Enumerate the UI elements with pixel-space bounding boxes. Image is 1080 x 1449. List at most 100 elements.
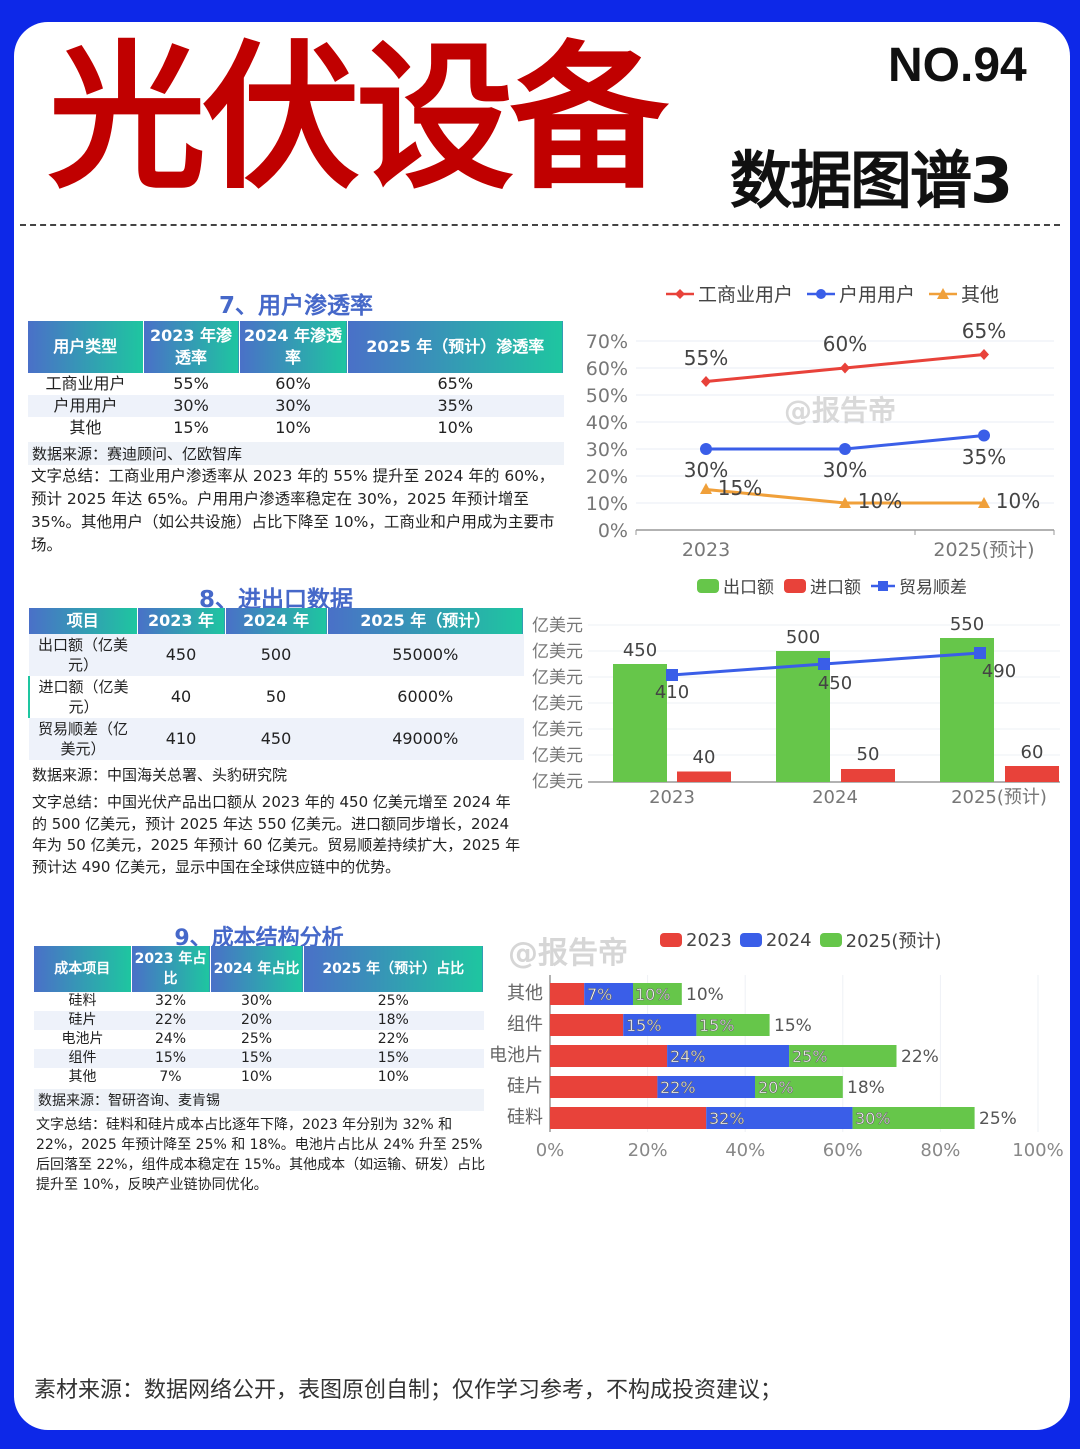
svg-text:30%: 30%: [586, 439, 628, 461]
legend-item[interactable]: 工商业用户: [666, 280, 793, 307]
table-cell: 22%: [131, 1011, 210, 1030]
svg-text:10%: 10%: [686, 985, 724, 1005]
svg-text:70%: 70%: [586, 331, 628, 353]
svg-text:22%: 22%: [660, 1078, 696, 1097]
table-cell: 25%: [240, 1031, 273, 1047]
legend-item[interactable]: 2024: [739, 929, 812, 951]
svg-text:50: 50: [857, 744, 880, 765]
table-cell: 其他: [69, 418, 102, 437]
svg-text:40%: 40%: [725, 1140, 765, 1161]
green-swatch-icon: [819, 933, 842, 947]
bar-row-polysilicon: [550, 1107, 975, 1129]
table-cell: 组件: [34, 1049, 131, 1068]
table-cell: 7%: [159, 1069, 182, 1085]
stacked-chart-legend: 2023 2024 2025(预计): [660, 927, 941, 953]
y-axis-ticks: 70% 60% 50% 40% 30% 20% 10% 0%: [586, 331, 628, 542]
legend-label: 进口额: [810, 578, 861, 598]
data-labels: 450 500 550 40 50 60 410 450 490: [623, 614, 1044, 768]
legend-label: 2023: [686, 929, 732, 951]
page-subtitle: 数据图谱3: [730, 144, 1013, 217]
column-header: 2024 年: [225, 608, 328, 634]
table-cell: 硅料: [68, 993, 97, 1009]
svg-text:500: 500: [786, 627, 820, 648]
svg-text:55%: 55%: [684, 346, 728, 370]
section8-source: 数据来源：中国海关总署、头豹研究院: [32, 766, 288, 784]
square-marker-icon: [871, 580, 895, 591]
table-row: 电池片 24% 25% 22%: [34, 1030, 484, 1049]
table-cell: 450: [225, 718, 327, 760]
legend-item[interactable]: 其他: [929, 280, 999, 307]
section8-table: 项目 2023 年 2024 年 2025 年（预计） 出口额（亿美元） 450…: [28, 608, 524, 760]
svg-text:10%: 10%: [996, 489, 1040, 513]
legend-label: 2024: [765, 929, 812, 951]
legend-item[interactable]: 进口额: [784, 573, 861, 598]
table-header-row: 用户类型 2023 年渗透率 2024 年渗透率 2025 年（预计）渗透率: [28, 321, 564, 373]
combo-chart: 亿美元 亿美元 亿美元 亿美元 亿美元 亿美元 亿美元 450 500 550 …: [532, 614, 1060, 808]
x-axis-ticks: 2023 2025(预计): [682, 539, 1035, 561]
legend-item[interactable]: 2025(预计): [819, 927, 942, 953]
svg-text:硅料: 硅料: [507, 1107, 543, 1128]
table-cell: 30%: [143, 395, 239, 417]
legend-item[interactable]: 贸易顺差: [871, 573, 967, 598]
svg-text:40: 40: [693, 747, 716, 768]
svg-text:24%: 24%: [670, 1047, 706, 1066]
table-row: 硅片 22% 20% 18%: [34, 1011, 484, 1030]
column-header: 2025 年（预计）渗透率: [347, 321, 564, 373]
svg-text:其他: 其他: [507, 983, 543, 1004]
svg-text:22%: 22%: [901, 1047, 939, 1067]
legend-label: 户用用户: [839, 284, 916, 306]
table-cell: 硅片: [34, 1011, 131, 1030]
svg-text:450: 450: [623, 640, 657, 661]
table-cell: 15%: [173, 418, 209, 437]
circle-marker-icon: [807, 288, 836, 299]
table-row: 户用用户 30% 30% 35%: [28, 395, 564, 417]
x-axis-ticks: 0% 20% 40% 60% 80% 100%: [536, 1140, 1064, 1161]
table-header-row: 项目 2023 年 2024 年 2025 年（预计）: [29, 608, 524, 634]
table-cell: 进口额（亿美元）: [28, 676, 137, 718]
svg-text:20%: 20%: [628, 1140, 668, 1161]
svg-text:18%: 18%: [847, 1078, 885, 1098]
svg-text:15%: 15%: [699, 1016, 735, 1035]
table-cell: 49000%: [327, 718, 524, 760]
svg-text:2023: 2023: [649, 787, 695, 808]
svg-text:30%: 30%: [823, 458, 867, 482]
footer-disclaimer: 素材来源：数据网络公开，表图原创自制；仅作学习参考，不构成投资建议；: [34, 1378, 783, 1403]
header-divider: [20, 224, 1060, 226]
svg-text:60%: 60%: [586, 358, 628, 380]
legend-item[interactable]: 户用用户: [807, 280, 915, 307]
table-cell: 55%: [173, 374, 209, 393]
table-cell: 15%: [210, 1049, 303, 1068]
svg-text:450: 450: [818, 673, 852, 694]
svg-text:15%: 15%: [774, 1016, 812, 1036]
table-cell: 500: [225, 634, 327, 676]
legend-item[interactable]: 出口额: [697, 573, 774, 598]
svg-text:20%: 20%: [758, 1078, 794, 1097]
svg-text:亿美元: 亿美元: [532, 720, 583, 740]
table-row: 其他 7% 10% 10%: [34, 1068, 484, 1087]
table-cell: 10%: [240, 1069, 273, 1085]
legend-label: 其他: [961, 284, 1000, 306]
svg-text:2025(预计): 2025(预计): [951, 787, 1047, 808]
import-bars: [677, 766, 1059, 782]
legend-item[interactable]: 2023: [660, 930, 732, 951]
legend-label: 2025(预计): [845, 931, 942, 952]
triangle-marker-icon: [929, 287, 958, 299]
combo-chart-legend: 出口额 进口额 贸易顺差: [697, 573, 967, 598]
svg-text:25%: 25%: [979, 1109, 1017, 1129]
section7-table: 用户类型 2023 年渗透率 2024 年渗透率 2025 年（预计）渗透率 工…: [28, 321, 564, 439]
segment-labels: 7% 10% 15% 15% 24% 25% 22% 20% 32% 30%: [587, 985, 891, 1129]
red-swatch-icon: [784, 578, 806, 593]
svg-text:30%: 30%: [855, 1109, 891, 1128]
table-row: 进口额（亿美元） 40 50 6000%: [28, 676, 524, 718]
svg-text:60%: 60%: [823, 1140, 863, 1161]
x-axis-ticks: 2023 2024 2025(预计): [649, 787, 1047, 808]
table-cell: 贸易顺差（亿美元）: [29, 718, 137, 760]
end-labels: 10% 15% 22% 18% 25%: [686, 985, 1017, 1129]
table-cell: 10%: [275, 418, 311, 437]
table-cell: 30%: [240, 993, 273, 1009]
data-labels: 55% 60% 65% 30% 30% 35% 15% 10% 10%: [684, 320, 1040, 513]
svg-text:组件: 组件: [507, 1014, 543, 1035]
section7-title: 7、用户渗透率: [218, 293, 373, 319]
section9-source: 数据来源：智研咨询、麦肯锡: [34, 1089, 484, 1111]
svg-text:100%: 100%: [1012, 1140, 1063, 1161]
